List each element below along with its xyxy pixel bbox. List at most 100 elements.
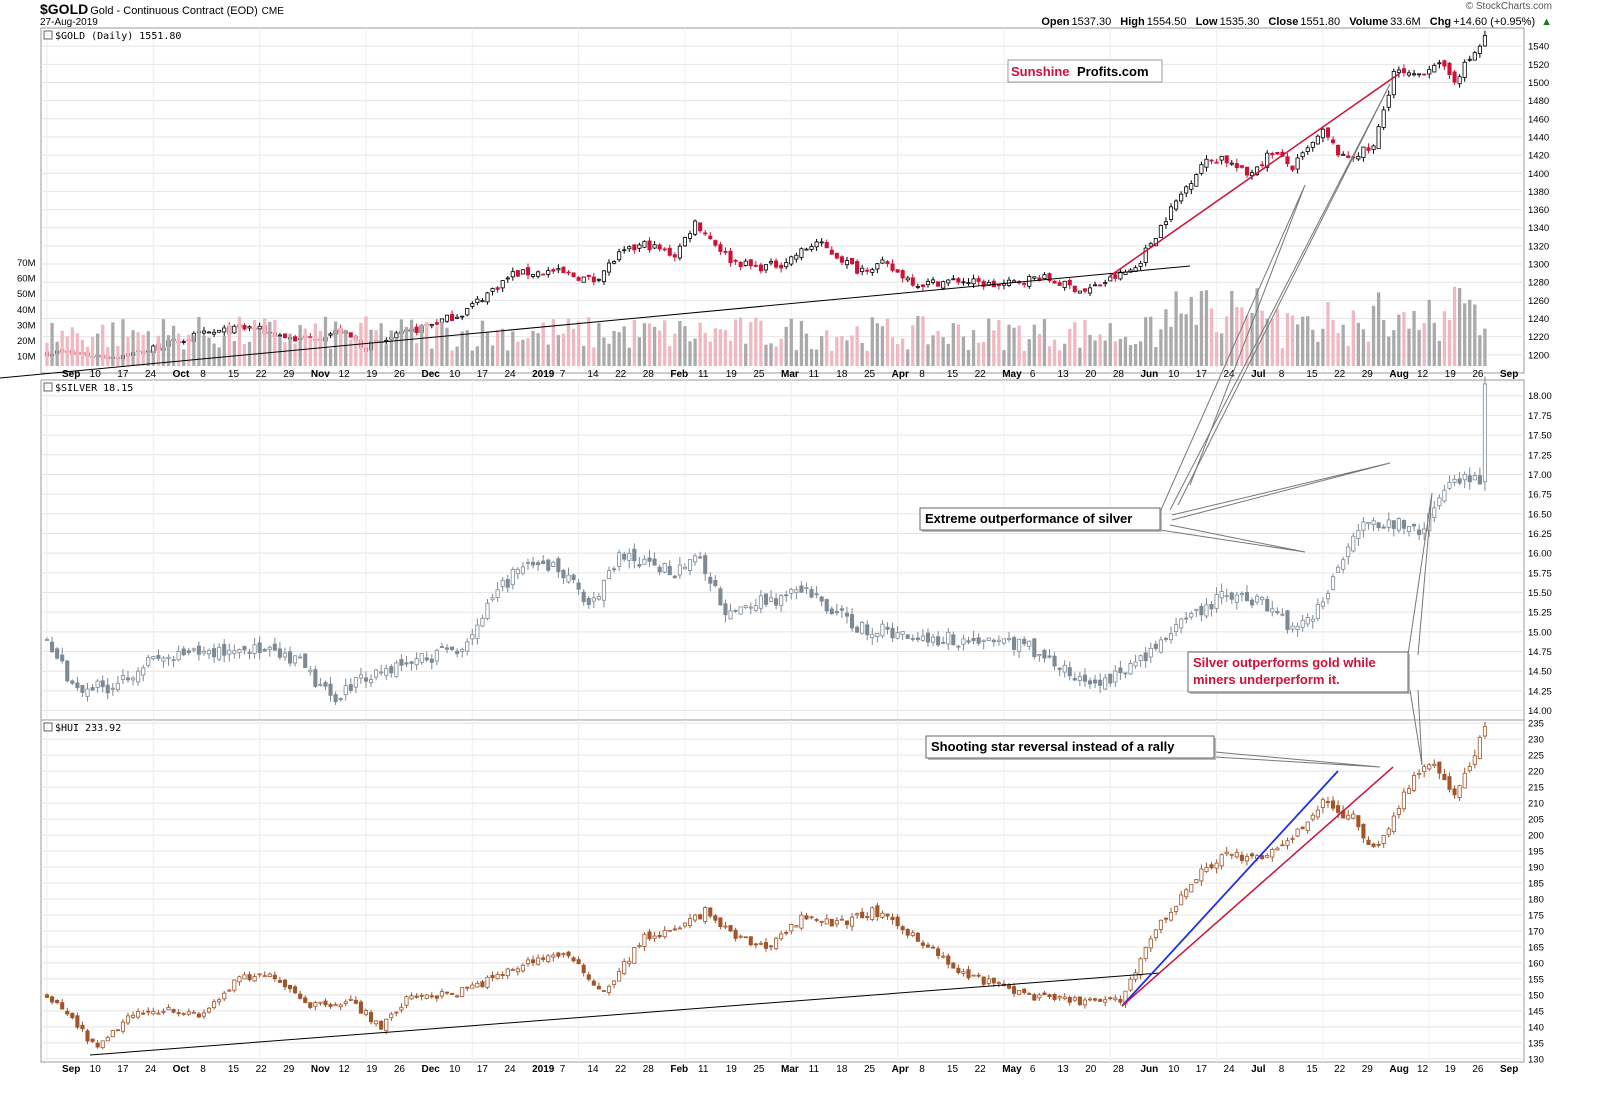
gold-candle-body [222,327,227,333]
hui-candle-body [232,979,237,991]
silver-candle-body [1305,617,1310,625]
hui-candle-body [1249,853,1255,857]
silver-candle-body [1280,613,1285,616]
hui-candle-body [242,974,247,980]
hui-candle-body [1027,993,1032,995]
silver-candle-body [1234,594,1239,603]
hui-candle-body [789,924,794,932]
volume-bar [612,331,616,366]
volume-bar [75,333,80,366]
volume-bar [617,332,621,366]
silver-candle-body [65,660,70,682]
silver-legend-swatch [43,382,53,392]
hui-candle-body [971,974,976,977]
gold-candle-body [865,269,870,272]
gold-candle-body [556,268,561,271]
hui-candle-body [323,1000,328,1006]
hui-legend-swatch [43,722,53,732]
gold-candle-body [996,284,1001,287]
silver-candle-body [1260,597,1265,601]
silver-candle-body [44,639,50,641]
x-tick-label: Aug [1389,1064,1408,1075]
gold-candle-body [576,277,581,281]
volume-bar [1240,307,1244,366]
gold-candle-body [612,261,617,264]
gold-candle-body [536,271,541,277]
silver-candle-body [338,698,343,700]
silver-candle-body [1285,610,1290,631]
pointer-line [1169,83,1391,511]
hui-candle-body [966,969,971,979]
hui-candle-body [632,947,637,964]
volume-bar [268,321,272,366]
hui-candle-body [748,936,753,946]
silver-candle-body [1290,625,1295,630]
silver-candle-body [844,612,850,617]
silver-candle-body [1199,605,1204,616]
volume-bar [728,340,733,366]
volume-bar [263,318,267,366]
volume-bar [501,328,505,366]
hui-candle-body [936,948,941,956]
x-tick-label: 26 [394,369,406,380]
volume-bar [45,342,49,366]
gold-candle-body [1184,186,1189,194]
gold-candle-body [1082,288,1087,292]
silver-candle-body [267,646,272,650]
volume-tick-label: 30M [17,320,36,331]
hui-candle-body [1406,788,1412,794]
volume-bar [1220,333,1224,366]
hui-candle-body [996,982,1001,985]
gold-candle-body [1148,243,1153,247]
hui-candle-body [1189,883,1194,893]
gold-candle-body [1229,162,1234,165]
gold-candle-body [308,336,313,339]
x-tick-label: 29 [283,1064,295,1075]
silver-outperformance-callout-box [919,507,1161,531]
volume-bar [232,341,236,366]
silver-candle-body [272,643,277,651]
silver-candle-body [353,677,358,688]
silver-candle-body [510,569,515,586]
trend-lines [0,72,1401,1056]
gold-candle-body [606,262,612,273]
silver-candle-body [672,575,677,579]
hui-y-tick-label: 230 [1528,735,1544,746]
volume-bar [1356,322,1361,366]
silver-candle-body [753,605,758,611]
volume-bar [764,344,768,366]
gold-candle-body [860,267,865,273]
silver-candle-body [971,637,976,642]
silver-candle-body [566,574,571,583]
hui-candle-body [267,973,272,978]
hui-candle-body [1082,999,1087,1006]
volume-bar [288,333,292,366]
volume-bar [1144,317,1148,366]
silver-candle-body [591,597,596,602]
volume-bar [480,320,485,366]
volume-bar [455,346,459,366]
gold-candle-body [900,270,905,279]
silver-candle-body [287,651,293,664]
silver-y-tick-label: 16.25 [1528,529,1552,540]
hui-candle-body [693,914,698,921]
hui-candle-body [257,973,262,976]
volume-bar [1083,319,1087,366]
silver-y-tick-label: 17.00 [1528,470,1552,481]
hui-candle-body [637,945,642,948]
hui-candle-body [758,942,763,945]
silver-candle-body [1275,610,1280,614]
silver-candle-body [819,596,824,602]
hui-candle-body [131,1014,136,1018]
silver-candle-body [1163,638,1169,640]
gold-candle-body [546,270,551,275]
volume-bar [1194,324,1198,366]
silver-candle-body [1118,667,1123,674]
gold-candle-body [1462,61,1467,78]
volume-bar [101,324,105,366]
hui-candle-body [556,952,561,957]
silver-candle-body [308,669,313,673]
gold-candle-body [510,271,515,278]
x-tick-label: 18 [836,369,848,380]
silver-candle-body [1138,655,1143,662]
